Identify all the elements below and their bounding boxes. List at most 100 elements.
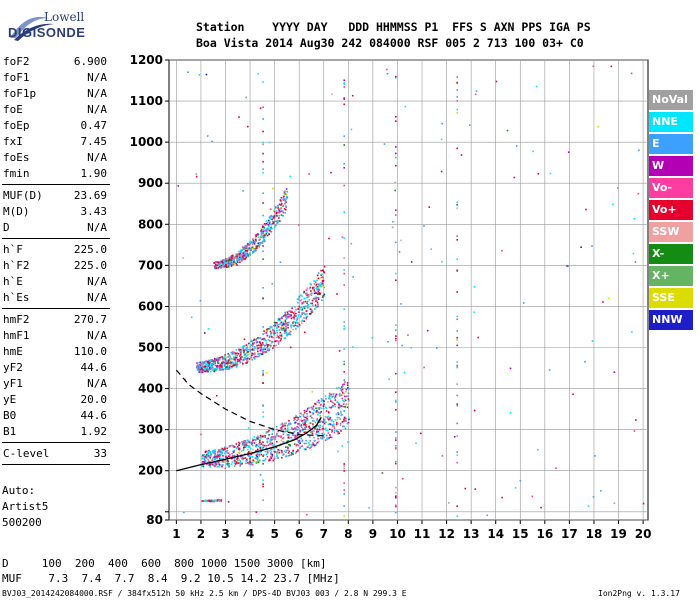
echo-point — [232, 357, 235, 360]
echo-point — [228, 263, 230, 266]
echo-point — [212, 462, 214, 465]
echo-point — [265, 458, 267, 460]
echo-point — [210, 450, 212, 453]
echo-point — [340, 389, 343, 392]
echo-point — [284, 314, 286, 316]
echo-point — [218, 369, 221, 371]
echo-point — [244, 441, 246, 443]
echo-point — [199, 361, 201, 364]
noise-point — [262, 459, 264, 462]
echo-point — [209, 463, 212, 466]
echo-point — [306, 305, 309, 308]
echo-point — [262, 441, 264, 443]
noise-point — [298, 224, 300, 226]
echo-point — [220, 364, 223, 367]
echo-point — [348, 418, 350, 421]
echo-point — [283, 191, 286, 193]
noise-point — [343, 321, 345, 323]
noise-point — [456, 96, 458, 98]
echo-point — [255, 239, 257, 241]
echo-point — [251, 358, 253, 361]
noise-point — [509, 367, 512, 370]
param-row: B0 44.6 — [2, 408, 110, 424]
noise-point — [343, 237, 345, 239]
echo-point — [333, 423, 335, 425]
echo-point — [272, 347, 274, 349]
echo-point — [346, 384, 349, 386]
echo-point — [218, 367, 221, 370]
echo-point — [246, 245, 249, 247]
echo-point — [314, 291, 317, 293]
param-row: h`E N/A — [2, 274, 110, 290]
noise-point — [587, 505, 590, 507]
echo-point — [226, 260, 228, 262]
echo-point — [303, 411, 306, 414]
echo-point — [207, 365, 210, 367]
echo-point — [266, 227, 269, 230]
echo-point — [284, 319, 287, 322]
echo-point — [302, 301, 305, 303]
echo-point — [333, 431, 336, 434]
echo-point — [257, 438, 259, 440]
echo-point — [269, 443, 271, 445]
echo-point — [290, 423, 292, 425]
echo-point — [255, 450, 257, 452]
noise-point — [343, 425, 345, 428]
echo-point — [307, 300, 309, 303]
echo-point — [231, 444, 233, 447]
noise-point — [486, 514, 488, 517]
echo-point — [312, 420, 314, 422]
echo-point — [244, 248, 246, 250]
echo-point — [208, 449, 210, 452]
echo-point — [206, 500, 208, 503]
noise-point — [456, 461, 458, 464]
echo-point — [231, 262, 234, 264]
echo-point — [249, 456, 251, 458]
echo-point — [285, 193, 288, 195]
noise-point — [395, 329, 397, 331]
echo-point — [273, 226, 276, 229]
echo-point — [208, 363, 210, 366]
echo-point — [235, 363, 237, 365]
echo-point — [322, 427, 325, 430]
echo-point — [304, 313, 306, 316]
echo-point — [232, 365, 234, 367]
echo-point — [301, 445, 304, 447]
echo-point — [330, 400, 332, 402]
echo-point — [244, 440, 246, 442]
echo-point — [250, 249, 252, 251]
echo-point — [266, 449, 269, 451]
echo-point — [255, 355, 258, 358]
echo-point — [265, 332, 268, 334]
echo-point — [305, 442, 307, 445]
echo-point — [235, 358, 237, 361]
echo-point — [226, 447, 228, 450]
echo-point — [313, 288, 315, 291]
echo-point — [327, 429, 329, 432]
echo-point — [204, 450, 207, 453]
echo-point — [317, 290, 320, 293]
noise-point — [519, 479, 522, 482]
echo-point — [270, 438, 272, 441]
echo-point — [235, 461, 238, 463]
echo-point — [316, 287, 318, 289]
param-name: MUF(D) — [3, 189, 43, 202]
echo-point — [253, 250, 255, 253]
echo-point — [286, 322, 289, 325]
echo-point — [269, 227, 271, 230]
echo-point — [245, 249, 247, 252]
echo-point — [264, 348, 267, 351]
echo-point — [234, 254, 237, 257]
plot-frame — [168, 59, 649, 521]
noise-point — [272, 187, 274, 190]
noise-point — [456, 112, 458, 114]
noise-point — [255, 511, 258, 513]
echo-point — [248, 463, 251, 465]
echo-point — [276, 219, 279, 222]
echo-point — [326, 434, 328, 437]
echo-point — [287, 316, 289, 319]
noise-point — [592, 65, 595, 68]
y-tick-label: 1100 — [130, 94, 163, 108]
noise-point — [262, 141, 264, 144]
echo-point — [317, 298, 320, 300]
